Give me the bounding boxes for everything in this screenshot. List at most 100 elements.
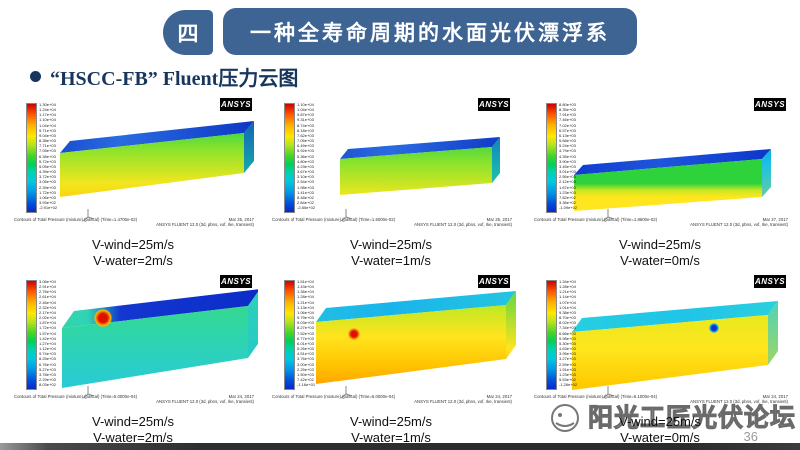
legend-value: 2.54e+03 bbox=[297, 179, 314, 185]
legend-value: 8.18e+03 bbox=[297, 127, 314, 133]
legend-values: 3.06e+04 2.91e+04 2.76e+04 2.61e+04 2.46e+04… bbox=[39, 279, 77, 387]
legend-value: 7.34e+03 bbox=[559, 325, 576, 331]
legend-value: 8.70e+03 bbox=[559, 315, 576, 321]
caption-title: Contours of Total Pressure (mixture) (pa… bbox=[534, 217, 658, 222]
legend-value: 1.06e+04 bbox=[297, 309, 314, 315]
watermark-text: 阳光工匠光伏论坛 bbox=[587, 405, 796, 433]
legend-value: 1.24e+04 bbox=[39, 107, 56, 113]
legend-value: 3.90e+03 bbox=[559, 158, 576, 164]
legend-value: 1.67e+03 bbox=[559, 184, 576, 190]
caption-date: Mar 24, 2017 bbox=[486, 394, 512, 399]
legend-colorbar-icon bbox=[284, 103, 295, 213]
ansys-logo: ANSYS bbox=[754, 275, 786, 288]
legend-value: 9.71e+03 bbox=[39, 127, 56, 133]
legend-value: 5.05e+03 bbox=[39, 163, 56, 169]
legend-value: 1.28e+04 bbox=[559, 284, 576, 290]
legend-value: 5.27e+03 bbox=[39, 366, 56, 372]
pressure-legend: 1.34e+04 1.28e+04 1.21e+04 1.14e+04 1.07e+04… bbox=[546, 278, 598, 394]
caption-software: ANSYS FLUENT 12.0 (3d, pbns, vof, rke, t… bbox=[414, 222, 512, 228]
legend-value: 7.82e+02 bbox=[559, 194, 576, 200]
legend-value: 1.21e+04 bbox=[297, 299, 314, 305]
legend-value: 2.39e+03 bbox=[39, 184, 56, 190]
legend-value: 6.76e+03 bbox=[39, 361, 56, 367]
legend-value: 2.91e+04 bbox=[39, 284, 56, 290]
wind-speed-label: V-wind=25m/s bbox=[91, 237, 174, 252]
legend-value: 2.56e+03 bbox=[559, 174, 576, 180]
axis-triad-icon bbox=[82, 209, 95, 222]
legend-value: 1.13e+04 bbox=[297, 304, 314, 310]
legend-value: 1.36e+04 bbox=[297, 289, 314, 295]
caption-date: Mar 27, 2017 bbox=[762, 217, 788, 222]
legend-values: 1.30e+04 1.24e+04 1.17e+04 1.10e+04 1.04e+04… bbox=[39, 102, 77, 210]
legend-value: 8.03e+02 bbox=[39, 382, 56, 388]
caption-title: Contours of Total Pressure (mixture) (pa… bbox=[534, 394, 658, 399]
legend-value: 1.98e+03 bbox=[297, 184, 314, 190]
legend-value: 9.31e+03 bbox=[297, 117, 314, 123]
pressure-legend: 1.30e+04 1.24e+04 1.17e+04 1.10e+04 1.04e+04… bbox=[26, 101, 78, 217]
legend-value: 7.52e+03 bbox=[297, 330, 314, 336]
water-speed-label: V-water=2m/s bbox=[93, 430, 173, 445]
legend-value: 1.06e+03 bbox=[39, 194, 56, 200]
legend-value: 1.10e+04 bbox=[297, 102, 314, 107]
legend-value: 6.77e+03 bbox=[297, 335, 314, 341]
legend-value: 5.26e+03 bbox=[297, 346, 314, 352]
legend-colorbar-icon bbox=[26, 280, 37, 390]
legend-value: 7.02e+03 bbox=[559, 122, 576, 128]
ansys-logo: ANSYS bbox=[478, 275, 510, 288]
legend-value: 9.74e+03 bbox=[39, 351, 56, 357]
legend-value: 9.38e+03 bbox=[559, 309, 576, 315]
legend-value: 1.17e+04 bbox=[39, 112, 56, 118]
legend-value: 8.27e+03 bbox=[297, 325, 314, 331]
caption-software: ANSYS FLUENT 12.0 (3d, pbns, vof, rke, t… bbox=[414, 399, 512, 405]
legend-value: 8.74e+03 bbox=[297, 122, 314, 128]
fluent-contour-panel: 1.51e+04 1.43e+04 1.36e+04 1.28e+04 1.21e+04… bbox=[266, 272, 516, 445]
plot-caption: Contours of Total Pressure (mixture) (pa… bbox=[534, 217, 788, 227]
legend-value: 4.63e+03 bbox=[559, 346, 576, 352]
axis-triad-icon bbox=[82, 386, 95, 399]
pressure-legend: 8.80e+03 8.35e+03 7.91e+03 7.46e+03 7.02e+03… bbox=[546, 101, 598, 217]
condition-labels: V-wind=25m/s V-water=2m/s bbox=[8, 237, 258, 269]
legend-value: 5.72e+03 bbox=[39, 158, 56, 164]
caption-title: Contours of Total Pressure (mixture) (pa… bbox=[272, 217, 396, 222]
legend-value: 5.92e+03 bbox=[297, 148, 314, 154]
wind-speed-label: V-wind=25m/s bbox=[618, 237, 701, 252]
section-number: 四 bbox=[177, 21, 199, 46]
caption-software: ANSYS FLUENT 12.0 (3d, pbns, vof, rke, t… bbox=[690, 222, 788, 228]
legend-value: 6.01e+03 bbox=[297, 340, 314, 346]
legend-value: 1.91e+03 bbox=[559, 366, 576, 372]
condition-labels: V-wind=25m/s V-water=1m/s bbox=[266, 237, 516, 269]
slide-title: 一种全寿命周期的水面光伏漂浮系 bbox=[250, 20, 610, 45]
water-speed-label: V-water=0m/s bbox=[620, 253, 700, 268]
caption-date: Mar 24, 2017 bbox=[228, 394, 254, 399]
caption-software: ANSYS FLUENT 12.0 (3d, pbns, vof, rke, t… bbox=[690, 399, 788, 405]
legend-value: 7.42e+02 bbox=[297, 376, 314, 382]
legend-value: 6.49e+03 bbox=[297, 143, 314, 149]
legend-colorbar-icon bbox=[26, 103, 37, 213]
legend-value: -2.91e+02 bbox=[39, 205, 58, 211]
forum-watermark: 阳光工匠光伏论坛 bbox=[545, 396, 796, 436]
pressure-legend: 1.10e+04 1.04e+04 9.87e+03 9.31e+03 8.74e+03… bbox=[284, 101, 336, 217]
legend-value: 2.84e+02 bbox=[297, 199, 314, 205]
caption-date: Mar 24, 2017 bbox=[762, 394, 788, 399]
legend-colorbar-icon bbox=[284, 280, 295, 390]
page-number: 36 bbox=[743, 429, 758, 444]
legend-value: 1.34e+04 bbox=[559, 279, 576, 284]
forum-logo-icon bbox=[550, 404, 579, 432]
plot-caption: Contours of Total Pressure (mixture) (pa… bbox=[14, 217, 254, 227]
legend-value: 7.46e+03 bbox=[559, 117, 576, 123]
pressure-legend: 1.51e+04 1.43e+04 1.36e+04 1.28e+04 1.21e+04… bbox=[284, 278, 336, 394]
legend-value: 5.53e+02 bbox=[559, 376, 576, 382]
legend-values: 1.10e+04 1.04e+04 9.87e+03 9.31e+03 8.74e+03… bbox=[297, 102, 335, 210]
legend-value: 1.72e+03 bbox=[39, 189, 56, 195]
legend-value: 8.38e+03 bbox=[39, 138, 56, 144]
condition-labels: V-wind=25m/s V-water=0m/s bbox=[528, 414, 792, 446]
ansys-logo: ANSYS bbox=[220, 98, 252, 111]
legend-value: 1.72e+04 bbox=[39, 325, 56, 331]
caption-software: ANSYS FLUENT 12.0 (3d, pbns, vof, rke, t… bbox=[156, 222, 254, 228]
axis-triad-icon bbox=[340, 386, 353, 399]
caption-title: Contours of Total Pressure (mixture) (pa… bbox=[14, 217, 138, 222]
legend-value: 5.36e+03 bbox=[297, 153, 314, 159]
legend-value: 1.42e+04 bbox=[39, 335, 56, 341]
legend-value: 2.59e+03 bbox=[559, 361, 576, 367]
axis-triad-icon bbox=[340, 209, 353, 222]
